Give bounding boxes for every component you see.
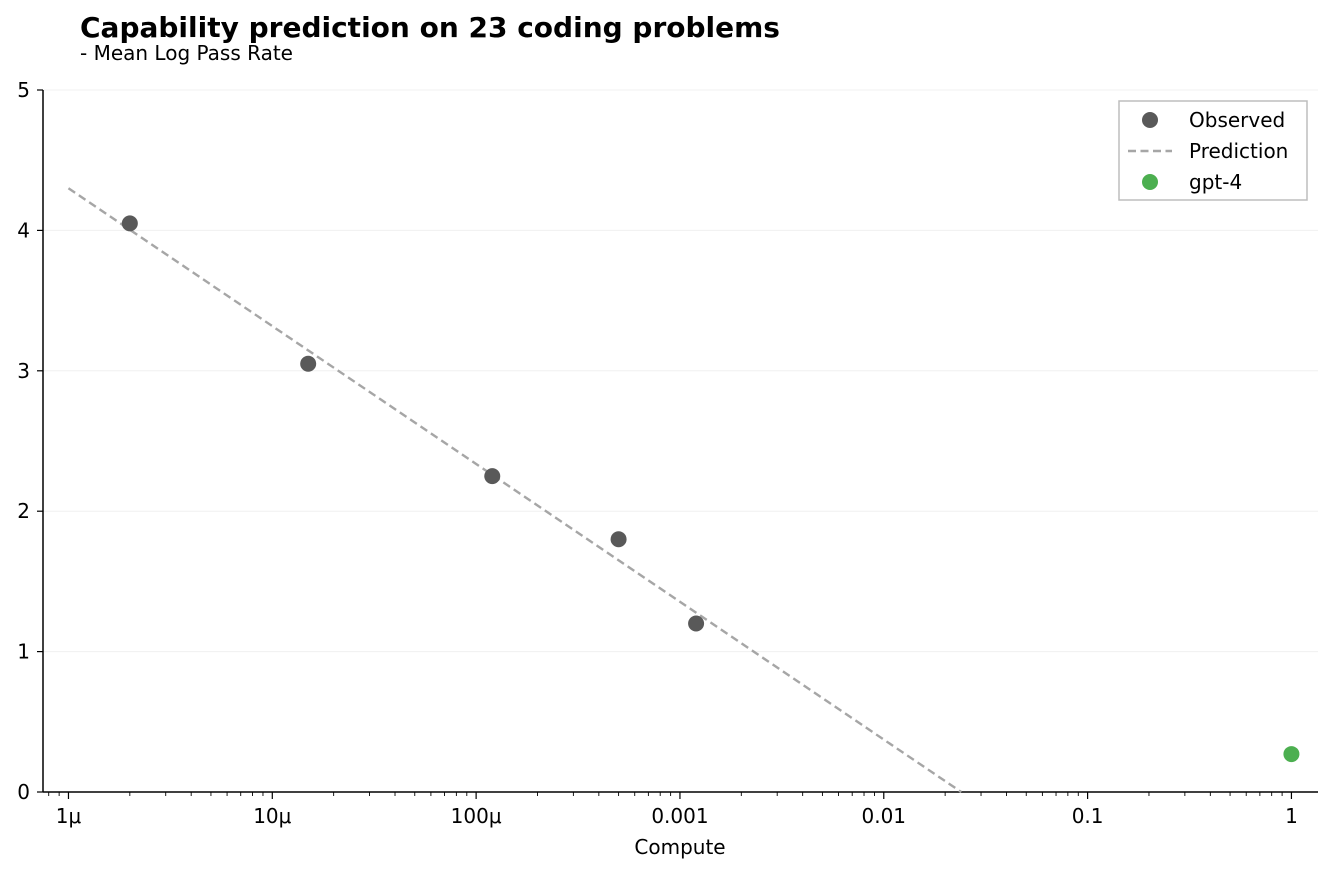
legend-marker-swatch (1142, 112, 1158, 128)
x-tick-label: 0.001 (651, 804, 708, 828)
y-axis-ticks: 0 1 2 3 4 5 (17, 78, 43, 804)
y-tick-label: 5 (17, 78, 30, 102)
observed-point (688, 615, 705, 632)
y-tick-label: 1 (17, 640, 30, 664)
x-tick-label: 100μ (451, 804, 502, 828)
observed-point (484, 468, 501, 485)
prediction-line (67, 187, 962, 793)
observed-point (121, 215, 138, 232)
y-tick-label: 0 (17, 780, 30, 804)
chart-title: Capability prediction on 23 coding probl… (80, 11, 780, 44)
x-tick-label: 0.1 (1072, 804, 1104, 828)
observed-point (300, 355, 317, 372)
legend-label: Observed (1189, 108, 1285, 132)
y-tick-label: 4 (17, 218, 30, 242)
chart-subtitle: - Mean Log Pass Rate (80, 41, 293, 65)
observed-point (610, 531, 627, 548)
gridlines (43, 89, 1318, 653)
legend-marker-swatch (1142, 174, 1158, 190)
x-axis-label: Compute (634, 835, 725, 859)
y-tick-label: 3 (17, 359, 30, 383)
legend: Observed Prediction gpt-4 (1118, 100, 1308, 201)
legend-label: gpt-4 (1189, 170, 1242, 194)
x-tick-label: 10μ (253, 804, 291, 828)
x-axis-ticks: 1μ 10μ 100μ 0.001 0.01 0.1 1 (48, 792, 1298, 828)
y-tick-label: 2 (17, 499, 30, 523)
plot-area (67, 187, 1300, 793)
x-tick-label: 1 (1285, 804, 1298, 828)
gpt-4-point (1283, 746, 1300, 763)
x-tick-label: 0.01 (862, 804, 907, 828)
legend-label: Prediction (1189, 139, 1288, 163)
x-tick-label: 1μ (56, 804, 82, 828)
